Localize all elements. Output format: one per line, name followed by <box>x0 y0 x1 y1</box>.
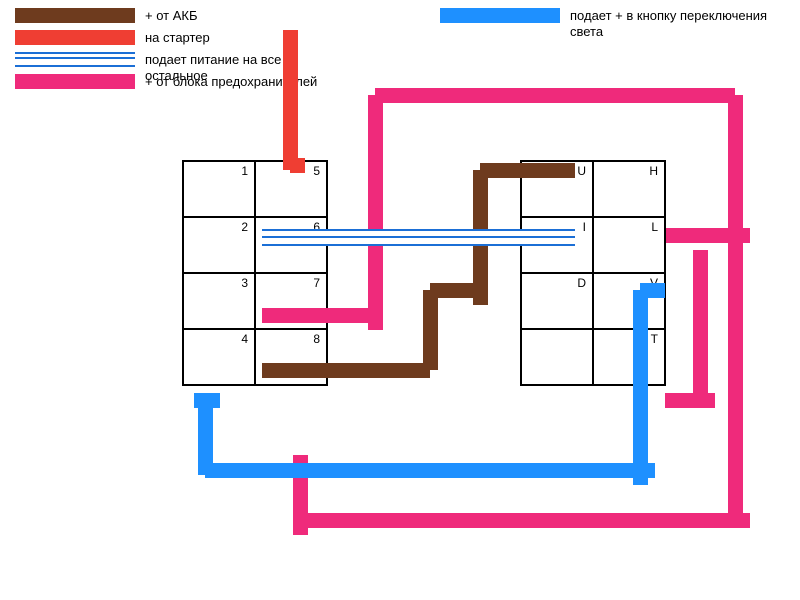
cell-label: H <box>649 164 658 178</box>
legend-label-blue: подает + в кнопку переключения света <box>570 8 770 39</box>
cell-label: 5 <box>313 164 320 178</box>
wire-red-wire <box>290 158 305 173</box>
legend-brown: + от АКБ <box>15 8 198 24</box>
wire-red-wire <box>283 30 298 170</box>
connector-cell: H <box>593 161 665 217</box>
cell-label: 2 <box>241 220 248 234</box>
wire-blue-wire <box>640 283 665 298</box>
swatch-striped <box>15 52 135 67</box>
wire-magenta-wire <box>665 228 750 243</box>
swatch-red <box>15 30 135 45</box>
wire-magenta-wire <box>368 95 383 330</box>
swatch-blue <box>440 8 560 23</box>
connector-left: 15263748 <box>182 160 328 386</box>
connector-cell: D <box>521 273 593 329</box>
wire-striped-wire <box>262 229 575 246</box>
cell-label: 3 <box>241 276 248 290</box>
cell-label: 1 <box>241 164 248 178</box>
legend-blue: подает + в кнопку переключения света <box>440 8 770 39</box>
legend-red: на стартер <box>15 30 210 46</box>
connector-cell: 4 <box>183 329 255 385</box>
wire-magenta-wire <box>665 393 715 408</box>
cell-label: L <box>651 220 658 234</box>
connector-cell: V <box>593 273 665 329</box>
cell-label: 8 <box>313 332 320 346</box>
swatch-magenta <box>15 74 135 89</box>
cell-label: 4 <box>241 332 248 346</box>
wire-magenta-wire <box>300 513 750 528</box>
wire-magenta-wire <box>728 95 743 520</box>
wire-magenta-wire <box>375 88 735 103</box>
connector-cell <box>521 329 593 385</box>
legend-label-red: на стартер <box>145 30 210 46</box>
connector-cell: 3 <box>183 273 255 329</box>
connector-cell: 2 <box>183 217 255 273</box>
cell-label: 7 <box>313 276 320 290</box>
connector-cell: 1 <box>183 161 255 217</box>
legend-magenta: + от блока предохранителей <box>15 74 317 90</box>
wire-brown-wire <box>480 163 575 178</box>
swatch-brown <box>15 8 135 23</box>
connector-cell: L <box>593 217 665 273</box>
cell-label: T <box>651 332 658 346</box>
wire-blue-wire <box>633 290 648 485</box>
wire-brown-wire <box>423 290 438 370</box>
connector-cell: T <box>593 329 665 385</box>
legend-label-brown: + от АКБ <box>145 8 198 24</box>
cell-label: D <box>577 276 586 290</box>
wire-magenta-wire <box>693 250 708 400</box>
wire-brown-wire <box>262 363 430 378</box>
cell-label: I <box>583 220 586 234</box>
cell-label: U <box>577 164 586 178</box>
wire-magenta-wire <box>262 308 375 323</box>
wire-blue-wire <box>205 463 655 478</box>
